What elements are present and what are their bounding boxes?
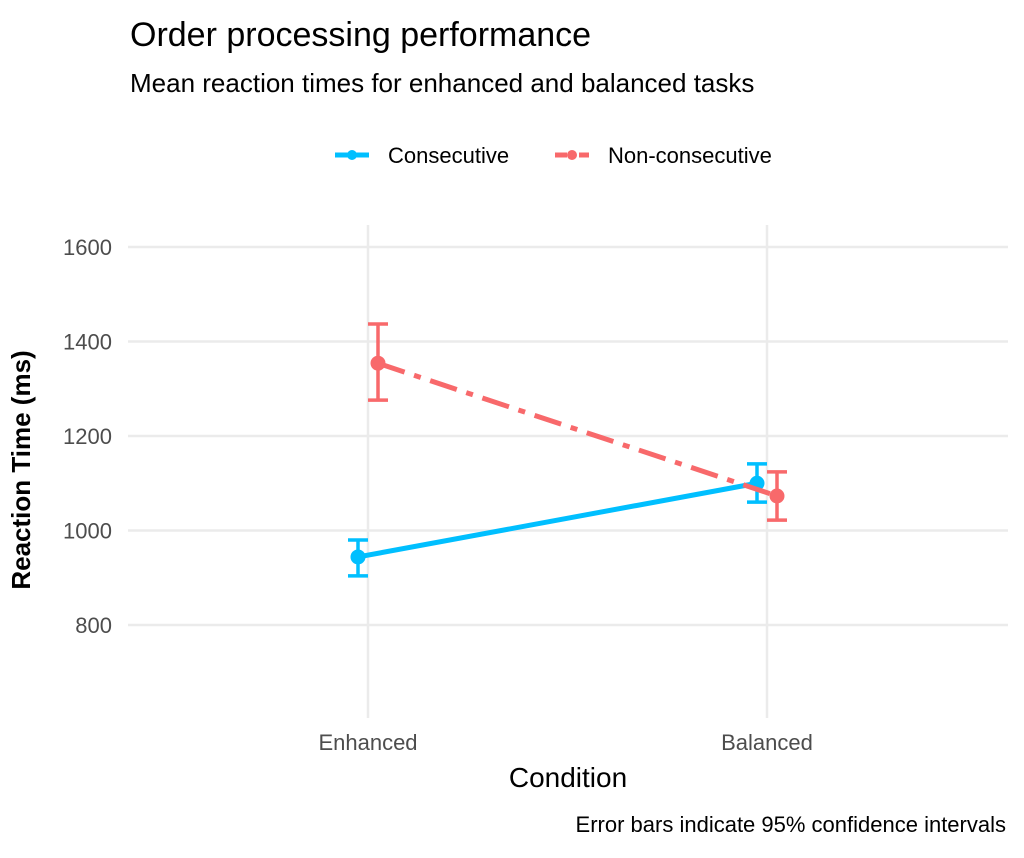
y-axis-ticks: 800 1000 1200 1400 1600 [63,235,112,638]
legend: Consecutive Non-consecutive [335,143,772,168]
series [348,322,787,578]
series-line [357,480,758,560]
grid [128,225,1008,718]
legend-item: Non-consecutive [555,143,772,168]
legend-item: Consecutive [335,143,509,168]
chart-subtitle: Mean reaction times for enhanced and bal… [130,68,754,98]
series-consecutive [348,462,767,578]
series-line [377,360,778,499]
y-tick-label: 1000 [63,519,112,544]
series-non-consecutive [368,322,787,522]
y-tick-label: 1400 [63,330,112,355]
x-axis-label: Condition [509,762,627,793]
legend-label: Consecutive [388,143,509,168]
data-point [769,488,785,504]
y-tick-label: 800 [75,613,112,638]
y-axis-label: Reaction Time (ms) [6,350,36,589]
chart-title: Order processing performance [130,16,591,54]
x-tick-label: Enhanced [318,730,417,755]
x-tick-label: Balanced [721,730,813,755]
legend-key-point [347,150,357,160]
x-axis-ticks: Enhanced Balanced [318,730,812,755]
y-tick-label: 1200 [63,424,112,449]
legend-key-point [567,150,577,160]
data-point [370,355,386,371]
legend-label: Non-consecutive [608,143,772,168]
caption: Error bars indicate 95% confidence inter… [576,812,1006,837]
data-point [350,549,366,565]
y-tick-label: 1600 [63,235,112,260]
